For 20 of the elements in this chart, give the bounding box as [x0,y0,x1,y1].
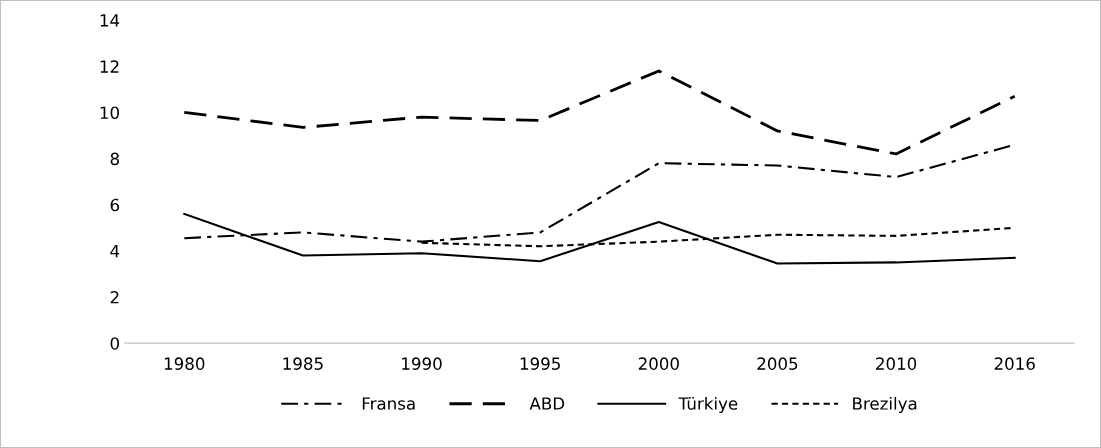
x-tick-label: 1980 [164,357,205,370]
x-tick-label: 1990 [402,357,442,370]
x-tick-label: 2000 [638,357,679,370]
y-tick-label: 6 [110,198,120,212]
y-tick-label: 0 [110,337,119,350]
legend-label: Brezilya [853,396,917,414]
legend-label: Fransa [362,397,415,410]
x-tick-label: 1985 [283,357,323,370]
y-tick-label: 10 [100,106,119,120]
legend-label: Türkiye [678,396,738,414]
x-tick-label: 2005 [757,357,798,370]
y-tick-label: 12 [100,60,119,73]
y-tick-label: 14 [100,14,120,27]
y-tick-label: 4 [110,245,120,258]
y-tick-label: 2 [110,290,119,304]
y-tick-label: 8 [110,152,119,166]
legend-label: ABD [529,397,565,410]
x-tick-label: 2016 [994,357,1035,370]
x-tick-label: 1995 [520,357,560,370]
x-tick-label: 2010 [876,357,917,370]
